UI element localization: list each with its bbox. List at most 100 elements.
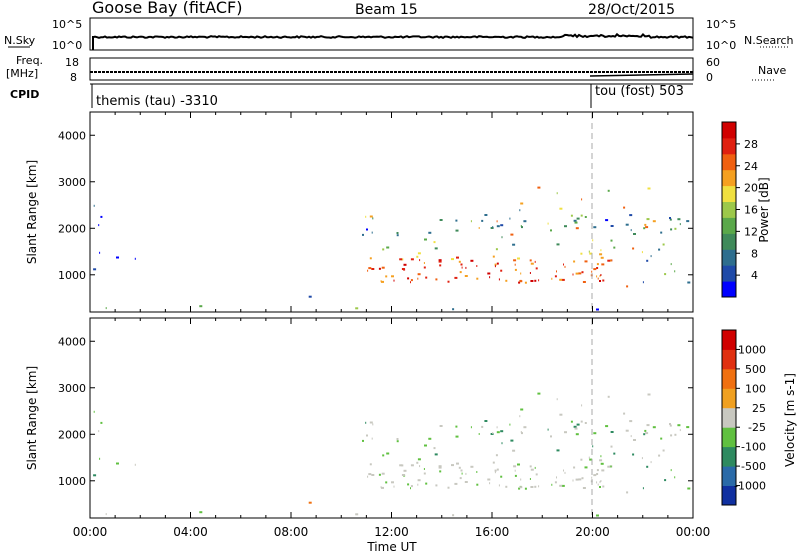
velocity-echo	[460, 469, 463, 472]
power-echo	[602, 279, 605, 282]
power-echo	[490, 227, 494, 229]
power-echo	[494, 265, 496, 268]
nsearch-tick-top: 10^5	[706, 18, 736, 31]
velocity-echo	[470, 465, 474, 468]
power-echo	[550, 229, 552, 232]
velocity-echo	[626, 491, 629, 494]
velocity-echo	[518, 487, 521, 490]
beam-title: Beam 15	[355, 2, 418, 18]
power-echo	[561, 278, 565, 281]
velocity-echo	[581, 477, 584, 480]
power-echo	[537, 186, 541, 189]
velocity-echo	[573, 425, 577, 428]
velocity-echo	[632, 453, 635, 456]
power-echo	[385, 275, 388, 278]
power-echo	[478, 227, 480, 229]
power-echo	[362, 233, 364, 236]
power-echo	[564, 265, 566, 268]
velocity-echo	[589, 458, 593, 461]
velocity-echo	[529, 478, 531, 480]
colorbar-swatch	[722, 153, 736, 171]
power-echo	[417, 273, 421, 276]
power-echo	[116, 256, 119, 259]
velocity-echo	[610, 431, 614, 433]
velocity-echo	[645, 432, 649, 435]
power-echo	[98, 224, 100, 227]
power-echo	[575, 272, 579, 275]
power-echo	[368, 267, 372, 270]
velocity-echo	[416, 461, 419, 464]
power-echo	[416, 255, 419, 258]
velocity-echo	[580, 458, 583, 461]
velocity-echo	[556, 449, 560, 452]
velocity-echo	[403, 469, 407, 472]
velocity-echo	[369, 421, 373, 424]
velocity-echo	[355, 513, 359, 516]
power-echo	[596, 263, 599, 266]
velocity-echo	[642, 487, 644, 490]
power-echo	[633, 233, 636, 235]
power-echo	[419, 259, 421, 262]
power-echo	[93, 204, 95, 207]
power-colorbar: 28 24 20 16 12 8 4	[721, 121, 758, 298]
velocity-echo	[116, 462, 119, 465]
velocity-echo	[575, 433, 579, 436]
velocity-echo	[660, 437, 663, 440]
velocity-echo	[494, 469, 497, 472]
colorbar-tick-label: -1000	[734, 480, 766, 493]
power-echo	[650, 255, 652, 258]
power-echo	[686, 220, 690, 223]
velocity-echo	[599, 459, 603, 462]
velocity-echo	[498, 484, 500, 487]
power-echo	[369, 215, 373, 218]
velocity-echo	[423, 468, 425, 470]
velocity-echo	[424, 444, 427, 447]
velocity-echo	[512, 449, 516, 452]
velocity-echo	[687, 487, 691, 490]
velocity-echo	[489, 482, 491, 485]
velocity-echo	[610, 445, 613, 448]
velocity-echo	[519, 486, 523, 489]
power-echo	[600, 274, 602, 276]
velocity-echo	[580, 420, 583, 423]
colorbar-swatch	[722, 485, 736, 506]
velocity-echo	[596, 481, 598, 484]
nave-tick-top: 60	[706, 56, 720, 69]
velocity-echo	[599, 486, 601, 488]
power-echo	[369, 257, 372, 260]
power-echo	[534, 260, 536, 263]
velocity-echo	[478, 433, 480, 435]
velocity-colorbar: 1000 500 100 25 -25 -100 -500 -1000	[721, 329, 766, 506]
power-echo	[573, 260, 576, 263]
power-echo	[519, 209, 521, 212]
colorbar-swatch	[722, 169, 736, 187]
power-echo	[588, 250, 590, 253]
velocity-echo	[576, 423, 580, 426]
power-echo	[556, 192, 558, 195]
power-echo	[496, 220, 498, 223]
freq-label-1: Freq.	[16, 54, 43, 67]
velocity-echo	[564, 471, 566, 474]
power-echo	[401, 258, 404, 261]
colorbar-tick-label: 100	[745, 382, 766, 395]
velocity-echo	[524, 487, 527, 490]
power-echo	[519, 280, 523, 283]
power-echo	[599, 280, 601, 282]
nave-tick-bottom: 0	[706, 71, 713, 84]
velocity-echo	[646, 465, 649, 468]
velocity-echo	[613, 452, 616, 455]
velocity-echo	[556, 398, 558, 401]
velocity-echo	[455, 435, 459, 438]
colorbar-tick-label: 1000	[738, 343, 766, 356]
power-echo	[576, 217, 580, 220]
power-echo	[581, 271, 584, 274]
velocity-echo	[664, 479, 667, 482]
power-echo	[601, 263, 605, 266]
velocity-echo	[451, 464, 454, 467]
velocity-echo	[556, 476, 557, 479]
power-echo	[645, 226, 649, 229]
cpid-right-text: tou (fost) 503	[595, 84, 684, 99]
velocity-echo	[454, 482, 458, 485]
power-echo	[660, 231, 663, 234]
power-echo	[496, 225, 500, 228]
